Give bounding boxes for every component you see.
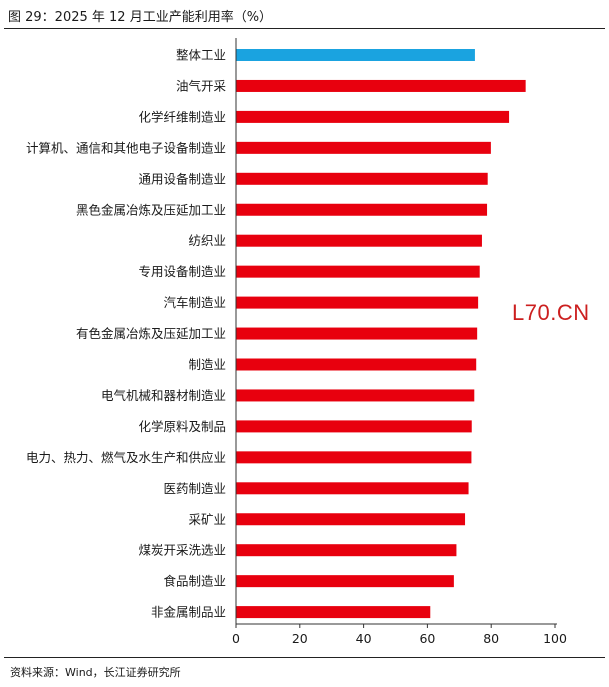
bars-group: [236, 49, 526, 619]
category-labels: 整体工业油气开采化学纤维制造业计算机、通信和其他电子设备制造业通用设备制造业黑色…: [26, 48, 227, 620]
category-label: 电气机械和器材制造业: [101, 388, 226, 403]
category-label: 采矿业: [188, 512, 226, 527]
category-label: 食品制造业: [163, 574, 226, 589]
category-label: 纺织业: [188, 233, 226, 248]
x-axis: 0 20 40 60 80 100: [232, 38, 567, 646]
source-divider: [4, 657, 605, 658]
bar-1: [236, 79, 526, 92]
category-label: 计算机、通信和其他电子设备制造业: [26, 140, 226, 155]
x-tick-label: 40: [356, 631, 372, 646]
source-note: 资料来源：Wind，长江证券研究所: [10, 666, 181, 679]
category-label: 医药制造业: [163, 481, 226, 496]
x-tick-label: 80: [483, 631, 499, 646]
bar-6: [236, 234, 482, 247]
bar-13: [236, 451, 472, 464]
bar-17: [236, 575, 454, 588]
bar-chart: 整体工业油气开采化学纤维制造业计算机、通信和其他电子设备制造业通用设备制造业黑色…: [26, 38, 567, 646]
category-label: 油气开采: [176, 78, 227, 93]
bar-7: [236, 265, 480, 278]
bar-8: [236, 296, 479, 309]
category-label: 黑色金属冶炼及压延加工业: [76, 202, 226, 217]
category-label: 化学原料及制品: [138, 419, 226, 434]
bar-10: [236, 358, 477, 371]
x-tick-label: 20: [292, 631, 308, 646]
category-label: 煤炭开采洗选业: [138, 543, 226, 558]
title-divider: [4, 28, 605, 29]
watermark: L70.CN: [512, 300, 590, 325]
bar-16: [236, 544, 457, 557]
bar-2: [236, 110, 510, 123]
bar-18: [236, 606, 431, 619]
bar-12: [236, 420, 472, 433]
bar-5: [236, 203, 488, 216]
x-tick-label: 60: [419, 631, 435, 646]
category-label: 有色金属冶炼及压延加工业: [76, 326, 226, 341]
category-label: 汽车制造业: [163, 295, 226, 310]
figure-title: 图 29：2025 年 12 月工业产能利用率（%）: [8, 10, 273, 25]
category-label: 整体工业: [176, 48, 226, 63]
category-label: 通用设备制造业: [138, 171, 226, 186]
bar-11: [236, 389, 475, 402]
category-label: 专用设备制造业: [138, 264, 226, 279]
category-label: 非金属制品业: [151, 605, 226, 620]
bar-9: [236, 327, 478, 340]
category-label: 电力、热力、燃气及水生产和供应业: [26, 450, 226, 465]
bar-14: [236, 482, 469, 495]
bar-15: [236, 513, 466, 526]
bar-4: [236, 172, 488, 185]
category-label: 化学纤维制造业: [138, 109, 226, 124]
x-tick-label: 0: [232, 631, 240, 646]
category-label: 制造业: [188, 357, 226, 372]
bar-3: [236, 141, 491, 154]
bar-0: [236, 49, 475, 61]
x-tick-label: 100: [543, 631, 567, 646]
